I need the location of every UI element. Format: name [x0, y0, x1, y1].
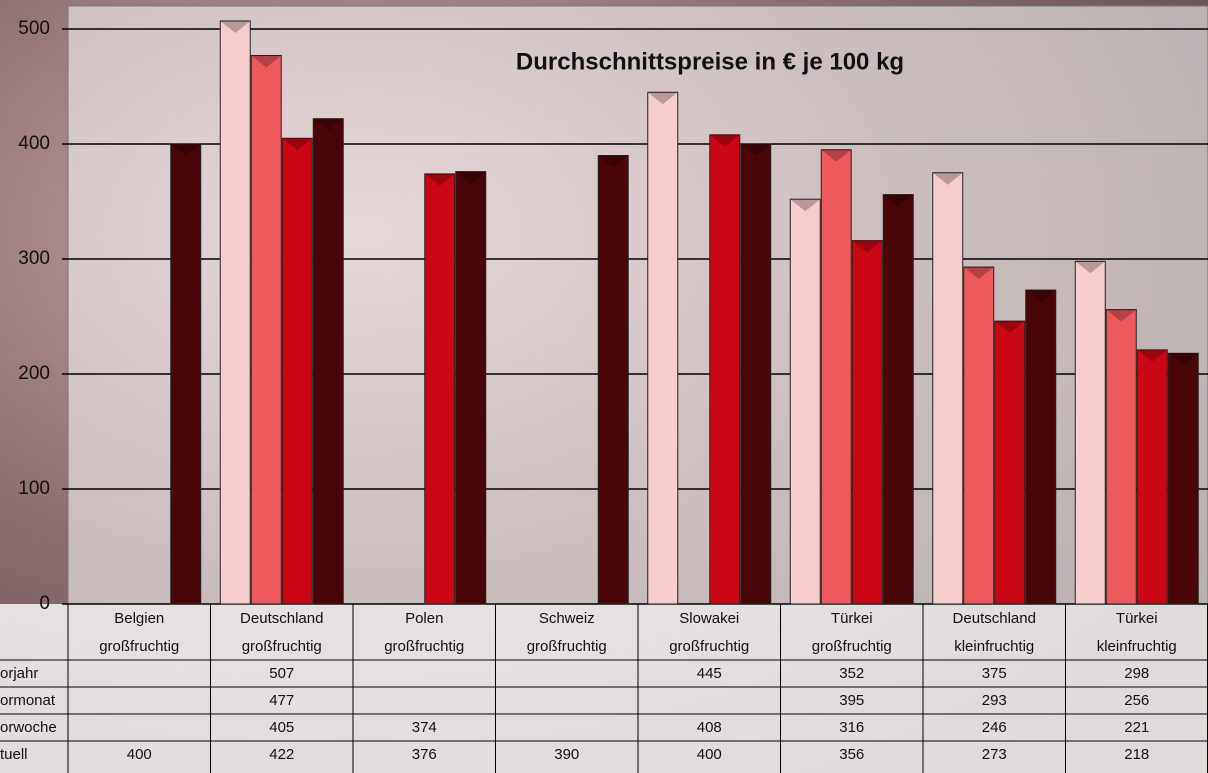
table-cell: 422 [269, 746, 294, 763]
table-cell: 477 [269, 692, 294, 709]
table-cell: 376 [412, 746, 437, 763]
x-tick-label: kleinfruchtig [954, 638, 1034, 655]
x-tick-label: Deutschland [953, 610, 1036, 627]
table-cell: 298 [1124, 665, 1149, 682]
bar [251, 55, 281, 604]
bar [790, 199, 820, 604]
x-tick-label: großfruchtig [669, 638, 749, 655]
table-cell: 445 [697, 665, 722, 682]
bar [456, 172, 486, 604]
bar [1137, 350, 1167, 604]
table-cell: 375 [982, 665, 1007, 682]
table-cell: 390 [554, 746, 579, 763]
legend-label: orjahr [0, 665, 38, 682]
bar [1106, 310, 1136, 604]
x-tick-label: Türkei [831, 610, 873, 627]
x-tick-label: Schweiz [539, 610, 595, 627]
bar [598, 156, 628, 605]
y-tick-label: 400 [18, 133, 50, 154]
data-table [0, 604, 1208, 773]
table-cell: 246 [982, 719, 1007, 736]
table-cell: 405 [269, 719, 294, 736]
bar [933, 173, 963, 604]
table-cell: 218 [1124, 746, 1149, 763]
bar [964, 267, 994, 604]
x-tick-label: Polen [405, 610, 443, 627]
table-cell: 352 [839, 665, 864, 682]
bar [1168, 353, 1198, 604]
x-tick-label: großfruchtig [384, 638, 464, 655]
x-tick-label: Belgien [114, 610, 164, 627]
bar [852, 241, 882, 604]
bar [648, 92, 678, 604]
bar [220, 21, 250, 604]
x-tick-label: Türkei [1116, 610, 1158, 627]
y-tick-label: 100 [18, 478, 50, 499]
table-cell: 273 [982, 746, 1007, 763]
table-cell: 400 [127, 746, 152, 763]
bar [821, 150, 851, 604]
x-tick-label: Slowakei [679, 610, 739, 627]
bar [282, 138, 312, 604]
table-cell: 256 [1124, 692, 1149, 709]
table-cell: 507 [269, 665, 294, 682]
bar [1075, 261, 1105, 604]
y-tick-label: 200 [18, 363, 50, 384]
x-tick-label: großfruchtig [527, 638, 607, 655]
bar [425, 174, 455, 604]
table-cell: 374 [412, 719, 437, 736]
legend-label: orwoche [0, 719, 57, 736]
x-tick-label: kleinfruchtig [1097, 638, 1177, 655]
table-cell: 400 [697, 746, 722, 763]
chart-title: Durchschnittspreise in € je 100 kg [516, 48, 904, 75]
x-tick-label: großfruchtig [812, 638, 892, 655]
table-cell: 316 [839, 719, 864, 736]
table-cell: 293 [982, 692, 1007, 709]
y-tick-label: 0 [39, 593, 50, 614]
table-cell: 408 [697, 719, 722, 736]
table-cell: 356 [839, 746, 864, 763]
y-tick-label: 500 [18, 18, 50, 39]
bar [883, 195, 913, 604]
table-cell: 221 [1124, 719, 1149, 736]
bar [741, 144, 771, 604]
bar [171, 144, 201, 604]
page: {"chart_data": {"type": "bar", "title": … [0, 0, 1208, 773]
x-tick-label: großfruchtig [99, 638, 179, 655]
y-tick-label: 300 [18, 248, 50, 269]
x-tick-label: Deutschland [240, 610, 323, 627]
bar [313, 119, 343, 604]
table-cell: 395 [839, 692, 864, 709]
bar [710, 135, 740, 604]
x-tick-label: großfruchtig [242, 638, 322, 655]
bar [1026, 290, 1056, 604]
chart: Durchschnittspreise in € je 100 kg 0 100 2… [0, 0, 1208, 773]
legend-label: ormonat [0, 692, 56, 709]
bar [995, 321, 1025, 604]
legend-label: tuell [0, 746, 28, 763]
